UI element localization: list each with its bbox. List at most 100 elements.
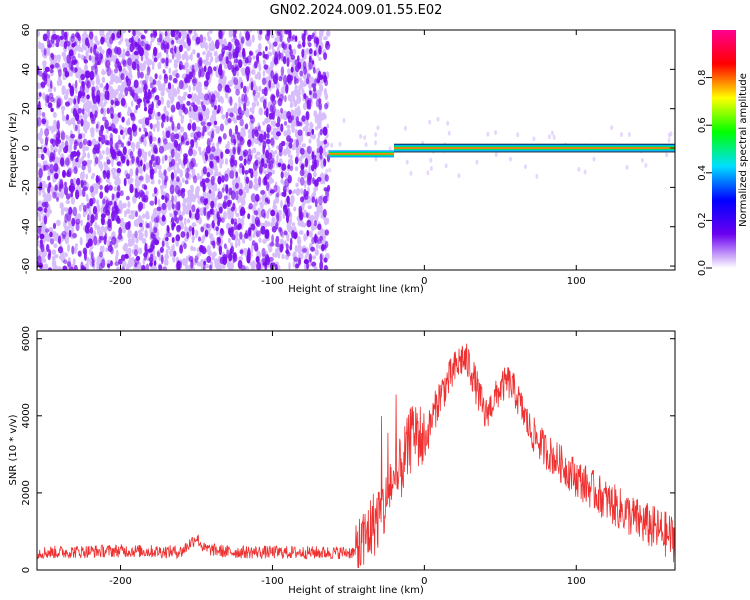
spectral-speckle-dark bbox=[41, 112, 46, 117]
spectral-speckle-faint bbox=[667, 137, 671, 143]
spectral-speckle-dark bbox=[227, 60, 233, 71]
spectral-speckle-dark bbox=[122, 146, 127, 156]
spectral-speckle-dark bbox=[135, 104, 139, 110]
spectral-speckle-dark bbox=[204, 151, 208, 158]
spectral-speckle-dark bbox=[306, 263, 310, 270]
spectral-speckle-dark bbox=[150, 123, 153, 130]
spectral-speckle-dark bbox=[308, 48, 313, 55]
spectral-speckle-light bbox=[119, 219, 125, 228]
spectral-speckle-dark bbox=[233, 159, 238, 167]
spectral-speckle-dark bbox=[222, 199, 227, 210]
spectral-speckle-light bbox=[203, 111, 206, 118]
spectral-speckle-dark bbox=[173, 139, 179, 148]
spectral-speckle-dark bbox=[274, 264, 278, 270]
spectral-speckle-dark bbox=[247, 139, 251, 145]
spectral-speckle-dark bbox=[319, 153, 323, 160]
spectral-speckle-dark bbox=[293, 256, 299, 263]
spectral-speckle-dark bbox=[116, 167, 122, 174]
spectral-speckle-dark bbox=[152, 162, 156, 168]
spectral-speckle-dark bbox=[153, 260, 157, 266]
spectral-speckle-light bbox=[202, 51, 206, 56]
spectral-speckle-dark bbox=[164, 31, 168, 37]
spectral-speckle-light bbox=[89, 127, 95, 134]
spectral-speckle-dark bbox=[297, 129, 303, 136]
spectral-speckle-dark bbox=[217, 83, 223, 92]
spectral-speckle-dark bbox=[275, 88, 280, 98]
spectral-speckle-dark bbox=[164, 73, 168, 79]
spectral-speckle-dark bbox=[106, 66, 112, 77]
spectral-speckle-dark bbox=[143, 101, 147, 108]
spectral-speckle-light bbox=[314, 248, 319, 256]
spectral-speckle-dark bbox=[127, 141, 131, 146]
spectral-speckle-dark bbox=[300, 176, 305, 186]
spectral-speckle-light bbox=[52, 111, 57, 119]
spectral-speckle-dark bbox=[276, 212, 280, 223]
y-tick-label: -60 bbox=[21, 258, 32, 274]
spectral-speckle-light bbox=[57, 167, 61, 175]
spectral-speckle-dark bbox=[306, 131, 311, 137]
spectral-speckle-dark bbox=[297, 121, 303, 127]
spectral-speckle-dark bbox=[144, 131, 149, 137]
spectral-speckle-dark bbox=[40, 81, 46, 88]
spectral-speckle-dark bbox=[171, 202, 175, 210]
spectral-speckle-dark bbox=[253, 161, 258, 171]
spectral-speckle-dark bbox=[49, 231, 53, 238]
spectrogram-frame bbox=[36, 29, 676, 271]
spectral-speckle-dark bbox=[78, 90, 82, 99]
spectral-speckle-dark bbox=[138, 191, 141, 200]
spectral-speckle-dark bbox=[171, 40, 175, 45]
spectral-speckle-dark bbox=[144, 43, 149, 50]
spectral-speckle-dark bbox=[72, 150, 77, 157]
spectral-speckle-light bbox=[101, 70, 106, 76]
spectral-speckle-light bbox=[245, 85, 250, 94]
spectral-speckle-dark bbox=[146, 248, 149, 254]
spectral-speckle-light bbox=[192, 149, 196, 157]
spectral-speckle-dark bbox=[298, 209, 302, 218]
spectral-speckle-dark bbox=[140, 34, 146, 40]
spectral-speckle-light bbox=[121, 260, 127, 268]
spectral-speckle-dark bbox=[239, 118, 244, 127]
spectral-speckle-dark bbox=[94, 63, 98, 70]
spectral-speckle-dark bbox=[108, 185, 113, 191]
spectral-speckle-dark bbox=[140, 53, 144, 62]
spectral-speckle-dark bbox=[254, 126, 259, 135]
spectral-speckle-dark bbox=[317, 223, 322, 230]
spectral-speckle-dark bbox=[107, 263, 111, 268]
spectral-speckle-light bbox=[324, 114, 327, 120]
spectral-speckle-dark bbox=[137, 38, 141, 48]
spectral-speckle-dark bbox=[108, 200, 113, 206]
spectral-speckle-dark bbox=[44, 66, 50, 73]
spectral-speckle-dark bbox=[232, 147, 236, 155]
spectral-speckle-dark bbox=[309, 90, 312, 95]
spectral-speckle-dark bbox=[252, 89, 256, 96]
spectral-speckle-dark bbox=[302, 248, 307, 253]
spectral-speckle-light bbox=[163, 259, 169, 266]
spectral-speckle-dark bbox=[66, 171, 71, 178]
spectral-speckle-faint bbox=[524, 164, 527, 170]
spectral-speckle-light bbox=[110, 73, 115, 83]
spectral-speckle-dark bbox=[152, 79, 156, 86]
spectral-speckle-dark bbox=[258, 165, 263, 174]
spectral-speckle-light bbox=[82, 112, 88, 121]
spectral-speckle-light bbox=[278, 209, 282, 216]
spectral-speckle-dark bbox=[311, 128, 315, 135]
spectral-speckle-dark bbox=[52, 139, 56, 147]
spectral-speckle-faint bbox=[577, 166, 581, 172]
spectral-speckle-light bbox=[256, 101, 260, 107]
spectral-speckle-dark bbox=[313, 50, 317, 57]
spectral-speckle-dark bbox=[230, 218, 235, 225]
spectral-speckle-dark bbox=[104, 90, 110, 100]
spectral-speckle-dark bbox=[287, 76, 293, 85]
spectral-speckle-dark bbox=[140, 191, 146, 200]
spectral-speckle-light bbox=[138, 229, 142, 234]
spectral-speckle-dark bbox=[311, 83, 317, 88]
spectral-speckle-light bbox=[111, 159, 114, 168]
spectral-speckle-light bbox=[138, 119, 143, 124]
spectral-speckle-light bbox=[245, 187, 250, 194]
spectral-speckle-dark bbox=[209, 153, 215, 160]
spectral-speckle-dark bbox=[257, 51, 262, 56]
spectral-speckle-light bbox=[214, 56, 218, 64]
spectral-speckle-dark bbox=[321, 244, 327, 250]
spectral-speckle-light bbox=[203, 36, 207, 42]
spectral-speckle-dark bbox=[143, 163, 146, 172]
